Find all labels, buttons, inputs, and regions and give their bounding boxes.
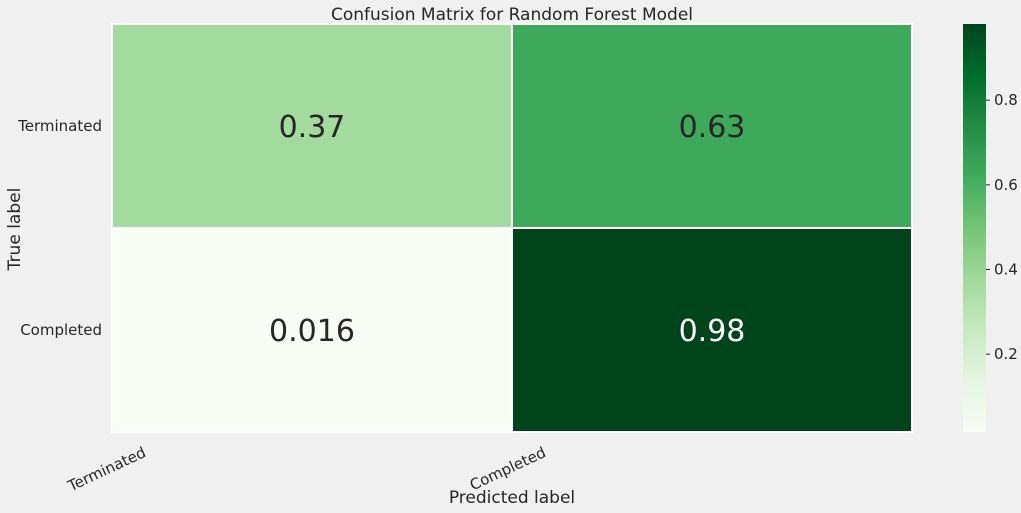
cell-annotation: 0.63 [679,110,746,145]
y-axis-label: True label [5,188,25,272]
cell-annotation: 0.37 [279,110,346,145]
y-tick-labels: Terminated Completed [17,117,102,339]
x-tick-label: Completed [467,443,549,494]
colorbar-ticks: 0.2 0.4 0.6 0.8 [986,91,1018,363]
chart-title: Confusion Matrix for Random Forest Model [331,5,693,25]
heatmap-cell [111,227,513,433]
y-tick-label: Completed [20,321,102,339]
y-tick-label: Terminated [17,117,102,135]
heatmap-cell [111,23,513,229]
heatmap-cells: 0.37 0.63 0.016 0.98 [111,23,913,433]
colorbar-tick-label: 0.2 [994,345,1018,363]
colorbar [963,24,986,432]
cell-annotation: 0.016 [269,314,355,349]
colorbar-tick-label: 0.8 [994,91,1018,109]
cell-annotation: 0.98 [679,314,746,349]
x-axis-label: Predicted label [449,488,575,508]
x-tick-label: Terminated [64,443,149,495]
heatmap-cell [511,23,913,229]
heatmap-cell [511,227,913,433]
colorbar-tick-label: 0.4 [994,260,1018,278]
colorbar-tick-label: 0.6 [994,176,1018,194]
